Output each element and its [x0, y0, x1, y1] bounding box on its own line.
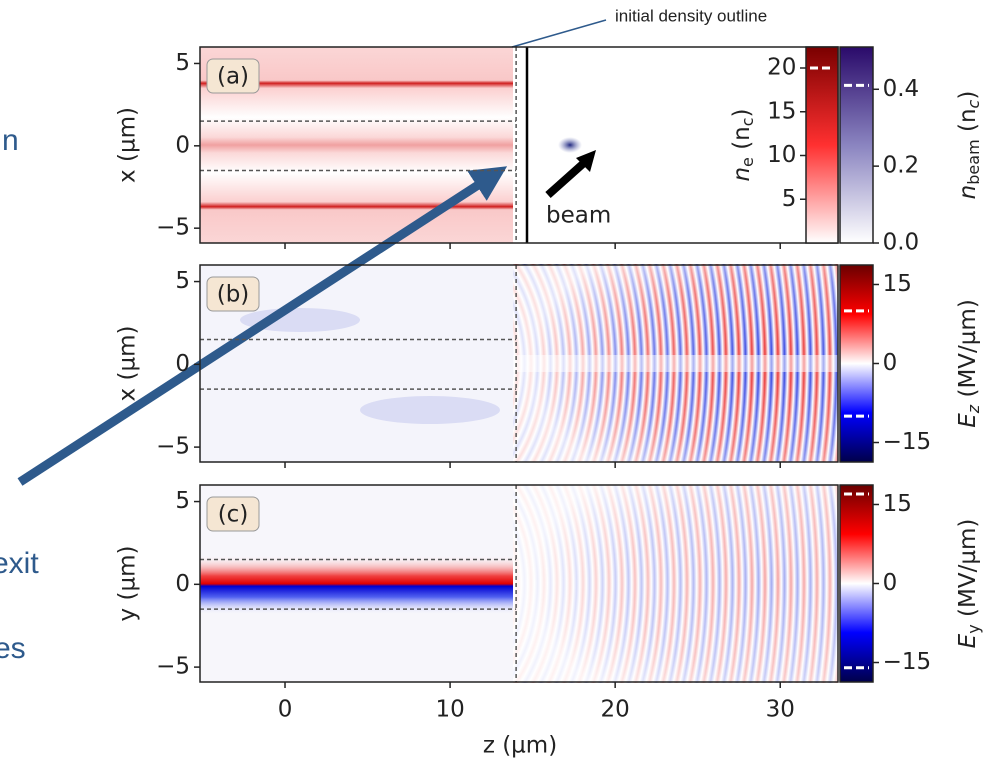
y-axis-label: y (µm) [115, 546, 141, 622]
y-axis-label: x (µm) [115, 107, 141, 183]
panel-tag: (b) [217, 282, 250, 308]
colorbar-tick-label: 10 [767, 142, 796, 168]
colorbar-label-part: c [738, 117, 757, 126]
side-text: es [0, 632, 26, 665]
colorbar-label-part: n [955, 185, 981, 200]
colorbar-label-part: beam [964, 139, 983, 184]
colorbar [805, 46, 839, 244]
colorbar-label: ne (nc) [729, 108, 757, 181]
colorbar [839, 484, 874, 683]
side-text: n [2, 124, 19, 157]
y-tick-label: 0 [175, 351, 190, 377]
panel-tag: (c) [218, 502, 249, 528]
colorbar-label-part: (n [729, 126, 755, 157]
colorbar-tick-label: 0.0 [883, 230, 920, 256]
heatmap-b [200, 264, 838, 462]
colorbar-label-part: (MV/µm) [955, 519, 981, 625]
axes-frame [199, 264, 839, 463]
axes-frame [199, 484, 839, 683]
colorbar-label-part: E [955, 413, 981, 428]
x-tick-label: 10 [435, 697, 464, 723]
panel-tag-box [206, 276, 260, 312]
colorbar-label-part: e [738, 157, 757, 167]
y-tick-label: 5 [175, 268, 190, 294]
colorbar-tick-label: 0 [883, 350, 898, 376]
colorbar-label-part: ) [955, 91, 981, 100]
panel-tag-box [206, 58, 260, 94]
colorbar-tick-label: 0.4 [883, 76, 920, 102]
colorbar-label-part: z [964, 404, 983, 414]
colorbar-label-part: (n [955, 108, 981, 139]
colorbar [839, 264, 874, 463]
colorbar-label-part: c [964, 99, 983, 108]
panel-tag: (a) [217, 64, 249, 90]
colorbar-label-part: ) [729, 108, 755, 117]
x-tick-label: 0 [278, 697, 293, 723]
colorbar-label-part: n [729, 167, 755, 182]
x-axis-label: z (µm) [483, 733, 557, 759]
y-tick-label: −5 [156, 215, 190, 241]
colorbar-tick-label: −15 [883, 649, 932, 675]
colorbar-tick-label: 15 [767, 98, 796, 124]
colorbar-label-part: (MV/µm) [955, 299, 981, 405]
y-tick-label: 5 [175, 50, 190, 76]
pointer-arrow [17, 166, 508, 486]
colorbar-tick-label: 0.2 [883, 153, 920, 179]
panel-tag-box [206, 496, 260, 532]
annotation: initial density outline [615, 6, 767, 25]
colorbar-tick-label: 20 [767, 55, 796, 81]
colorbar-label: nbeam (nc) [955, 91, 983, 200]
y-axis-label: x (µm) [115, 326, 141, 402]
colorbar-tick-label: 0 [883, 570, 898, 596]
colorbar [839, 46, 874, 244]
heatmap-c [200, 485, 838, 683]
y-tick-label: −5 [156, 434, 190, 460]
x-tick-label: 20 [601, 697, 630, 723]
colorbar-tick-label: −15 [883, 429, 932, 455]
colorbar-tick-label: 15 [883, 491, 912, 517]
y-tick-label: −5 [156, 654, 190, 680]
y-tick-label: 0 [175, 132, 190, 158]
side-text: exit [0, 547, 39, 580]
colorbar-label: Ez (MV/µm) [955, 299, 983, 428]
colorbar-label-part: y [964, 624, 983, 633]
x-tick-label: 30 [766, 697, 795, 723]
colorbar-label: Ey (MV/µm) [955, 519, 983, 649]
y-tick-label: 0 [175, 571, 190, 597]
colorbar-tick-label: 15 [883, 271, 912, 297]
colorbar-tick-label: 5 [782, 186, 797, 212]
colorbar-label-part: E [955, 633, 981, 648]
beam-label: beam [546, 203, 611, 229]
annotation-line [511, 19, 607, 48]
y-tick-label: 5 [175, 488, 190, 514]
